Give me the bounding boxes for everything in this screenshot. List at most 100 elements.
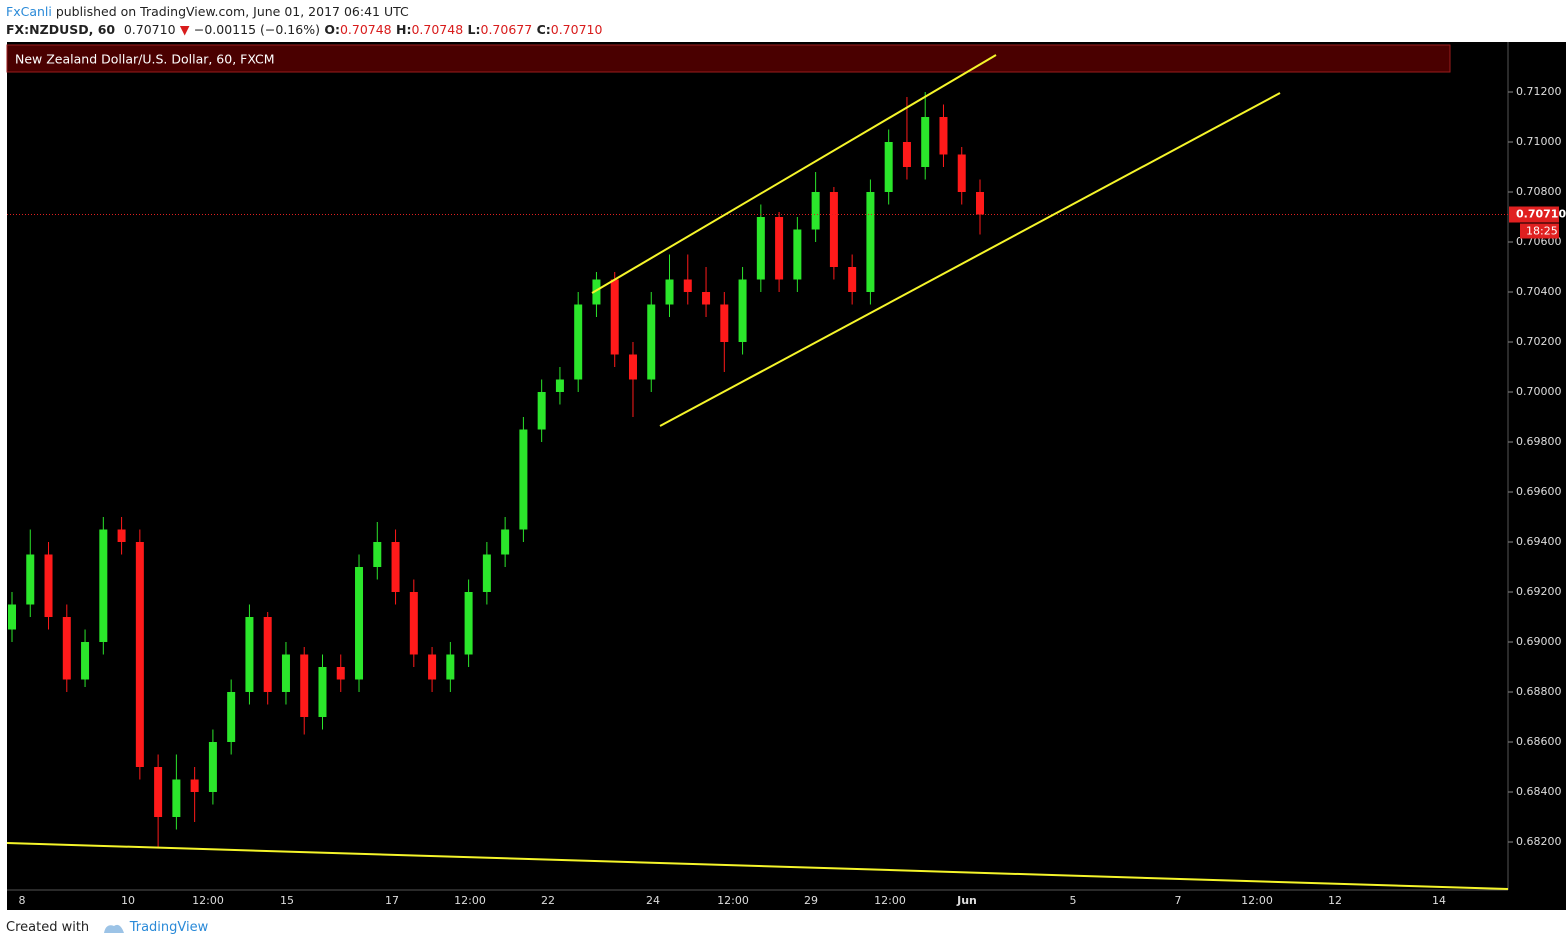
footer: Created with TradingView: [6, 920, 208, 935]
candle-body: [336, 667, 345, 680]
y-tick-label: 0.69400: [1516, 535, 1562, 548]
candle-body: [446, 654, 455, 680]
symbol: FX:NZDUSD, 60: [6, 22, 116, 37]
y-tick-label: 0.71000: [1516, 135, 1562, 148]
candle-body: [574, 304, 583, 380]
y-tick-label: 0.70000: [1516, 385, 1562, 398]
candle-body: [976, 192, 984, 215]
last-price-label: 0.70710: [1516, 208, 1566, 221]
candle-body: [957, 154, 966, 192]
candle-body: [756, 217, 765, 280]
candle-body: [8, 604, 16, 630]
candle-body: [829, 192, 838, 267]
close-label: C:: [536, 22, 551, 37]
candle-body: [555, 379, 564, 392]
countdown-box: [1520, 223, 1559, 239]
x-tick-label: Jun: [956, 894, 977, 907]
x-tick-label: 15: [280, 894, 294, 907]
candle-body: [117, 529, 126, 542]
candle-body: [866, 192, 875, 292]
candle-body: [519, 429, 528, 530]
candle-body: [738, 279, 747, 342]
channel-lower: [659, 92, 1281, 427]
high: 0.70748: [411, 22, 464, 37]
tv-logo: [103, 924, 124, 933]
candle-body: [902, 142, 911, 167]
y-tick-label: 0.68800: [1516, 685, 1562, 698]
candle-body: [884, 142, 893, 192]
x-tick-label: 5: [1070, 894, 1077, 907]
candle-body: [135, 542, 144, 767]
candle-body: [172, 779, 181, 817]
brand[interactable]: TradingView: [129, 920, 209, 935]
y-tick-label: 0.70400: [1516, 285, 1562, 298]
y-tick-label: 0.70800: [1516, 185, 1562, 198]
candle-body: [355, 567, 364, 680]
candle-body: [99, 529, 108, 642]
y-tick-label: 0.69200: [1516, 585, 1562, 598]
y-tick-label: 0.69000: [1516, 635, 1562, 648]
x-tick-label: 8: [19, 894, 26, 907]
x-tick-label: 12:00: [874, 894, 906, 907]
last-price-box: [1509, 206, 1559, 223]
candle-body: [245, 617, 254, 692]
candle-body: [428, 654, 437, 680]
created-with: Created with: [6, 920, 90, 935]
candle-body: [281, 654, 290, 692]
candle-body: [848, 267, 857, 292]
candle-body: [409, 592, 418, 655]
candle-body: [318, 667, 327, 717]
y-tick-label: 0.69800: [1516, 435, 1562, 448]
candle-body: [647, 304, 656, 380]
y-tick-label: 0.68400: [1516, 785, 1562, 798]
x-tick-label: 22: [541, 894, 555, 907]
countdown: 18:25: [1526, 225, 1558, 238]
candle-body: [208, 742, 217, 792]
x-tick-label: 12:00: [454, 894, 486, 907]
trend-lines: [6, 54, 1509, 890]
close: 0.70710: [550, 22, 603, 37]
y-tick-label: 0.71200: [1516, 85, 1562, 98]
candle-body: [482, 554, 491, 592]
x-tick-label: 17: [385, 894, 399, 907]
channel-upper: [591, 54, 997, 294]
y-tick-label: 0.69600: [1516, 485, 1562, 498]
candle-body: [939, 117, 948, 155]
low: 0.70677: [480, 22, 533, 37]
title-bar: [6, 44, 1451, 73]
x-tick-label: 12:00: [717, 894, 749, 907]
author[interactable]: FxCanli: [6, 4, 52, 19]
candle-body: [811, 192, 820, 230]
candle-body: [464, 592, 473, 655]
candle-body: [537, 392, 546, 430]
candle-body: [44, 554, 53, 617]
down-arrow: ▼: [179, 22, 190, 37]
candle-body: [793, 229, 802, 280]
candle-body: [921, 117, 930, 167]
low-label: L:: [467, 22, 481, 37]
x-tick-label: 14: [1432, 894, 1446, 907]
candle-body: [391, 542, 400, 592]
last: 0.70710: [123, 22, 176, 37]
candle-body: [683, 279, 692, 292]
candle-body: [592, 279, 601, 305]
x-tick-label: 12:00: [192, 894, 224, 907]
candle-body: [665, 279, 674, 305]
published: published on TradingView.com, June 01, 2…: [55, 4, 409, 19]
candle-body: [263, 617, 272, 692]
support-line: [6, 842, 1509, 890]
x-tick-label: 24: [646, 894, 660, 907]
change: −0.00115 (−0.16%): [193, 22, 320, 37]
candle-body: [154, 767, 163, 817]
open: 0.70748: [339, 22, 392, 37]
x-tick-label: 10: [121, 894, 135, 907]
x-tick-label: 12: [1328, 894, 1342, 907]
ohlc-line: FX:NZDUSD, 60 0.70710 ▼ −0.00115 (−0.16%…: [6, 22, 602, 37]
candle-body: [81, 642, 90, 680]
candle-body: [227, 692, 236, 742]
candle-body: [702, 292, 711, 305]
candle-body: [720, 304, 729, 342]
chart-title: New Zealand Dollar/U.S. Dollar, 60, FXCM: [15, 52, 275, 67]
